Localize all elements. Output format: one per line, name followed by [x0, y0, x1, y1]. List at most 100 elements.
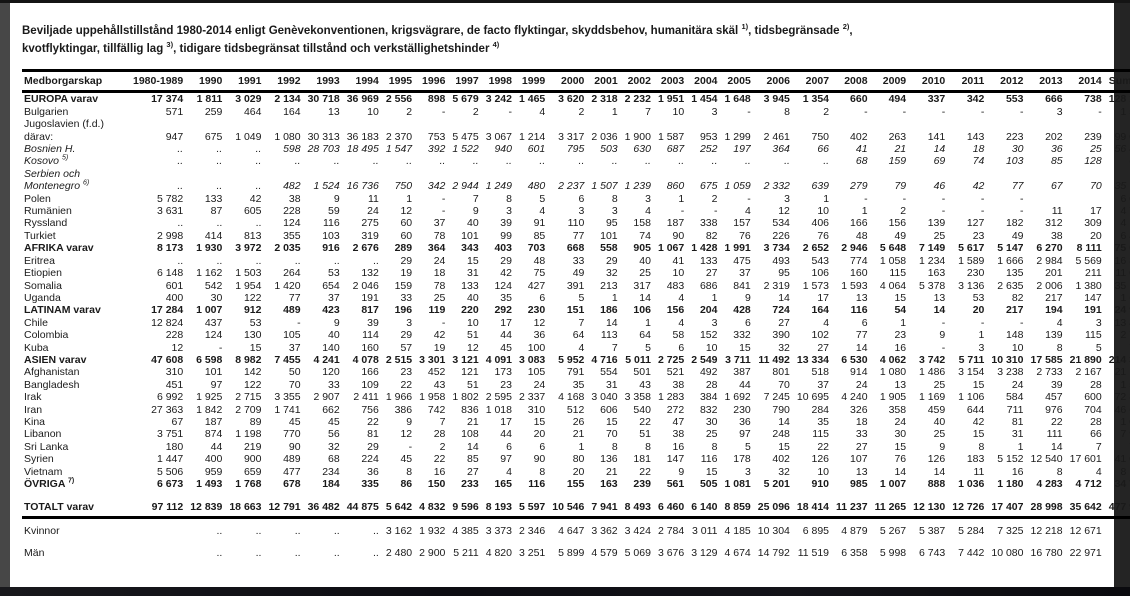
cell-summa: 7 918: [1120, 428, 1130, 441]
cell-1998: 99: [500, 229, 512, 242]
row-label: Chile: [24, 316, 48, 329]
cell-1996: 753: [427, 130, 446, 143]
cell-summa: 759: [1102, 342, 1130, 354]
table-row: AFRIKA varav 8 173 1 930 3 972 2 035 916 2 676…: [22, 242, 1130, 254]
cell-1990: 675: [204, 130, 223, 143]
cell-1991: ..: [255, 180, 262, 193]
cell-1999: 85: [533, 229, 546, 242]
cell-2014: 128: [1084, 155, 1102, 168]
cell-1993: 140: [322, 341, 340, 354]
cell-1992: 70: [288, 378, 301, 391]
cell-2008: 4 240: [841, 391, 868, 404]
cell-2013: 28 998: [1023, 501, 1063, 519]
cell-1996: ..: [439, 155, 446, 168]
cell-2003: 1 283: [657, 391, 685, 404]
row-label: AFRIKA varav: [24, 242, 94, 255]
cell-2001: ..: [611, 155, 618, 168]
cell-2000: 3 620: [558, 93, 585, 106]
cell-2012: 1 180: [997, 478, 1024, 490]
cell-2001: 29: [605, 254, 618, 267]
cell-2000: 77: [572, 229, 585, 242]
cell-summa: 35 715: [1114, 180, 1130, 193]
cell-1995: 45: [400, 453, 413, 466]
cell-2008: 774: [850, 254, 868, 267]
cell-2002: [618, 168, 651, 180]
cell-1994: 160: [361, 341, 379, 354]
cell-1995: [379, 118, 412, 130]
cell-1980-1989: 47 608: [151, 353, 184, 366]
cell-2014: 70: [1090, 180, 1102, 193]
cell-2007: 639: [811, 180, 830, 193]
cell-1998: 3 373: [485, 524, 512, 537]
title-text: , tidsbegränsade: [748, 25, 843, 37]
cell-2010: 139: [927, 217, 946, 230]
cell-2008: 107: [850, 453, 868, 466]
cell-2011: 127: [966, 217, 985, 230]
cell-1991: 42: [249, 192, 262, 205]
cell-1993: 1 524: [313, 180, 340, 193]
cell-2011: 230: [966, 267, 985, 280]
col-header-2002: 2002: [617, 68, 651, 94]
cell-2008: 279: [850, 180, 868, 193]
cell-2012: -: [1020, 192, 1024, 205]
cell-2011: 5 284: [958, 524, 985, 537]
cell-2007: 1: [823, 192, 830, 205]
cell-2008: [829, 168, 868, 180]
col-header-1993: 1993: [300, 68, 340, 94]
cell-1980-1989: 1 447: [156, 453, 184, 466]
cell-2010: 69: [933, 155, 946, 168]
report-title-line2: kvotflyktingar, tillfällig lag 3), tidig…: [22, 40, 1072, 58]
cell-1993: 103: [322, 229, 340, 242]
cell-1990: 1 930: [196, 242, 223, 255]
cell-2007: 17: [817, 291, 830, 304]
cell-2004: [684, 168, 717, 180]
cell-1990: 1 811: [196, 93, 223, 106]
cell-1995: 23: [400, 366, 413, 379]
cell-2014: [1063, 118, 1102, 130]
cell-2012: -: [1020, 316, 1024, 329]
cell-2013: 4 283: [1036, 478, 1063, 490]
cell-2012: 148: [1005, 329, 1024, 342]
cell-2003: 47: [672, 415, 685, 428]
cell-2014: 17 601: [1069, 453, 1102, 466]
cell-summa: [1102, 517, 1130, 537]
cell-2013: 3: [1056, 105, 1063, 118]
table-row: Män.......... 2 480 2 900 5 211 4 820 3 251 5 …: [22, 537, 1130, 559]
cell-2000: [545, 168, 584, 180]
cell-1998: -: [508, 105, 512, 118]
cell-2012: 31: [1011, 428, 1024, 441]
cell-1990: [183, 118, 222, 130]
cell-2004: 30: [705, 415, 718, 428]
cell-2010: 25: [933, 378, 946, 391]
cell-1992: 3 355: [274, 391, 301, 404]
cell-2010: 5 378: [918, 279, 946, 292]
cell-2012: 2 635: [997, 279, 1024, 292]
row-label: LATINAM varav: [24, 304, 101, 317]
cell-2007: 11 519: [797, 547, 830, 560]
cell-1996: [412, 168, 445, 180]
cell-1991: 1 954: [235, 279, 262, 292]
cell-2009: 11 265: [867, 501, 907, 519]
cell-2002: 4: [645, 205, 651, 218]
col-header-2001: 2001: [584, 68, 618, 94]
cell-1992: 489: [283, 304, 301, 317]
col-header-2014: 2014: [1062, 68, 1102, 94]
cell-2014: [1063, 193, 1102, 205]
cell-1980-1989: 12: [171, 341, 184, 354]
cell-1990: ..: [216, 217, 223, 230]
cell-1995: 2 480: [385, 547, 413, 560]
cell-1994: 44 875: [339, 501, 379, 519]
cell-2001: 8: [611, 192, 618, 205]
cell-1998: 124: [494, 279, 512, 292]
cell-2002: 540: [633, 403, 651, 416]
cell-2001: 2 318: [591, 93, 618, 106]
cell-1997: 10: [467, 316, 479, 329]
cell-2002: 8: [645, 440, 651, 453]
cell-2012: 584: [1005, 391, 1024, 404]
cell-1996: 119: [428, 304, 446, 317]
cell-1995: 1 547: [385, 143, 413, 156]
cell-2000: 3 317: [558, 130, 585, 143]
cell-2001: [584, 118, 617, 130]
cell-1995: 1: [406, 192, 413, 205]
cell-2003: 156: [666, 304, 685, 317]
